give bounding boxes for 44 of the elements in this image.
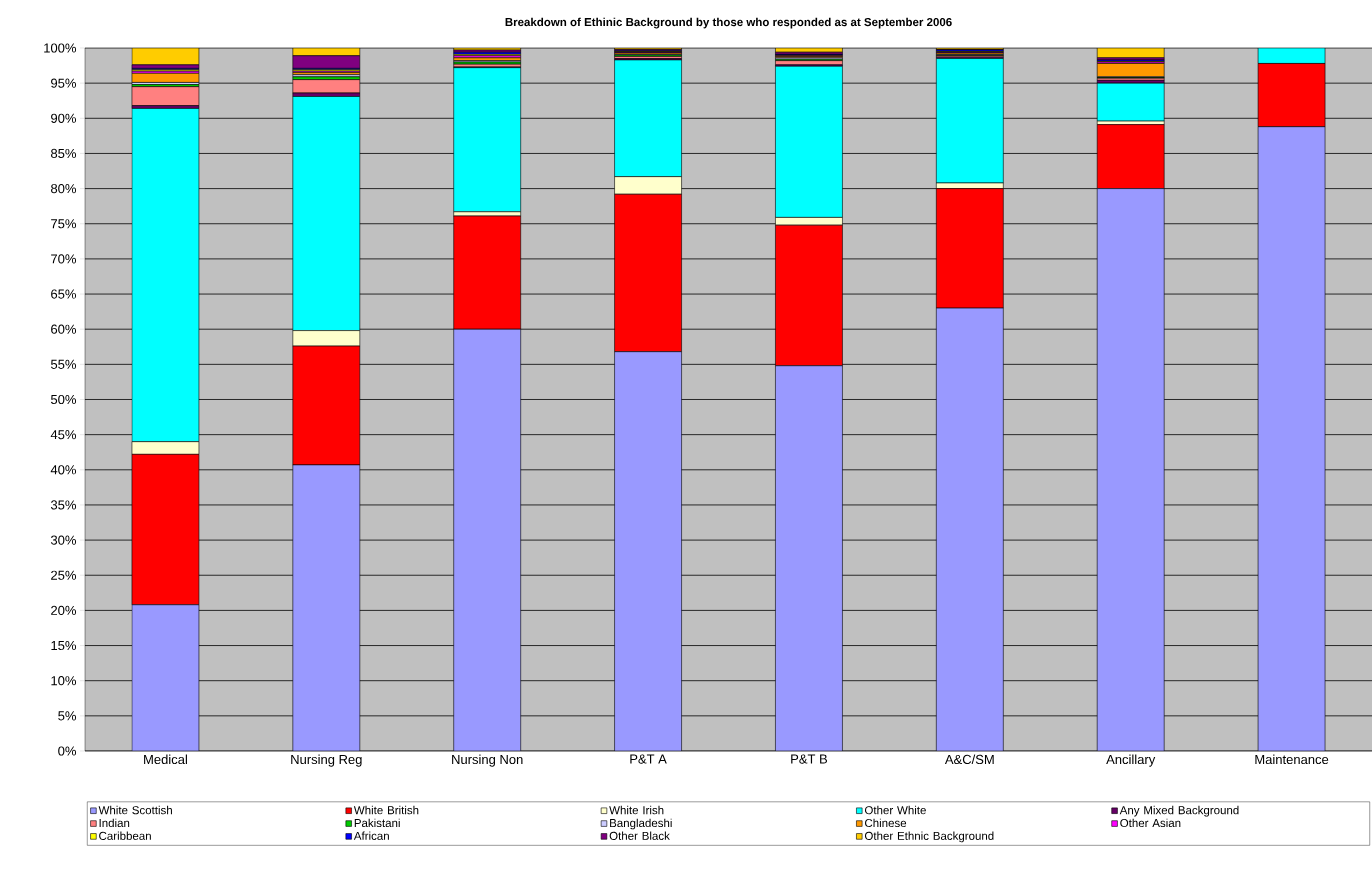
legend-label: White Scottish <box>98 805 172 815</box>
y-tick-label: 60% <box>51 324 77 334</box>
legend-label: Any Mixed Background <box>1119 805 1239 817</box>
y-tick-label: 15% <box>51 640 77 651</box>
y-tick-label: 65% <box>51 289 77 299</box>
y-tick-label: 10% <box>51 676 77 686</box>
legend-label: Indian <box>99 818 130 828</box>
legend-label: Other Black <box>609 831 670 840</box>
y-tick-label: 40% <box>50 465 77 475</box>
x-tick-label: P&T B <box>791 754 828 764</box>
legend-label: Other White <box>864 805 926 815</box>
y-tick-label: 5% <box>58 711 77 721</box>
legend-label: White Irish <box>609 805 664 815</box>
y-tick-label: 80% <box>51 183 77 194</box>
legend-label: Other Asian <box>1120 818 1181 828</box>
x-tick-label: Nursing Reg <box>291 754 362 767</box>
legend-label: Bangladeshi <box>610 818 672 830</box>
legend-label: Pakistani <box>354 818 400 828</box>
legend-label: African <box>353 831 389 840</box>
y-tick-label: 50% <box>50 394 77 405</box>
y-tick-label: 90% <box>51 113 77 123</box>
x-tick-label: P&T A <box>630 754 667 764</box>
x-tick-label: A&C/SM <box>944 754 994 765</box>
y-tick-label: 25% <box>51 570 77 580</box>
y-tick-label: 55% <box>50 359 77 369</box>
legend-label: White British <box>353 805 419 815</box>
y-tick-label: 0% <box>58 746 77 756</box>
x-tick-label: Nursing Non <box>452 754 523 767</box>
y-tick-label: 70% <box>51 254 77 264</box>
legend-label: Chinese <box>865 818 907 828</box>
y-tick-label: 100% <box>44 43 77 53</box>
chart-title: Breakdown of Ethinic Background by those who responded as at September 2006 <box>505 17 952 29</box>
legend-label: Other Ethnic Background <box>864 831 994 843</box>
y-tick-label: 85% <box>51 148 77 159</box>
y-tick-label: 95% <box>51 78 77 88</box>
y-tick-label: 45% <box>50 430 77 440</box>
x-tick-label: Medical <box>144 754 187 765</box>
y-tick-label: 35% <box>50 500 77 510</box>
x-tick-label: Ancillary <box>1106 754 1156 767</box>
x-tick-label: Maintenance <box>1255 754 1329 765</box>
legend-label: Caribbean <box>99 831 151 840</box>
y-tick-label: 20% <box>51 605 77 615</box>
y-tick-label: 30% <box>50 535 77 545</box>
y-tick-label: 75% <box>51 219 77 229</box>
